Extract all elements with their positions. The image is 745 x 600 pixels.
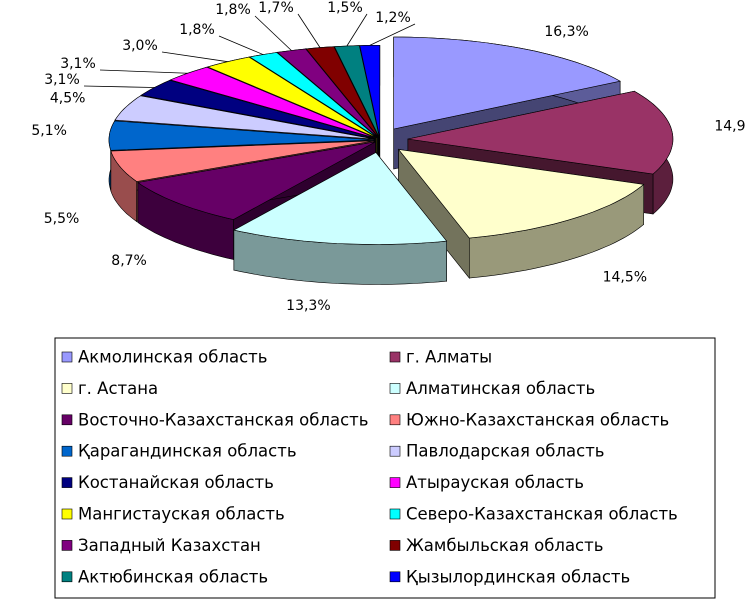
data-label: 1,8%	[215, 2, 251, 18]
data-label: 3,1%	[44, 72, 80, 88]
legend-label: Мангистауская область	[78, 505, 285, 524]
legend-swatch	[61, 477, 73, 488]
legend-box	[54, 337, 716, 599]
legend-label: Алматинская область	[406, 379, 595, 398]
slice	[108, 120, 375, 151]
data-label: 4,5%	[50, 91, 86, 107]
legend-label: Костанайская область	[78, 473, 274, 492]
data-label: 1,8%	[179, 22, 215, 38]
slice	[248, 52, 378, 138]
slice	[114, 95, 375, 140]
legend-swatch	[61, 508, 73, 520]
data-label: 1,2%	[375, 10, 411, 26]
slice	[393, 36, 621, 130]
leader-line	[346, 13, 368, 47]
slice	[233, 152, 448, 245]
leader-line	[254, 15, 292, 51]
legend-swatch	[61, 571, 73, 583]
legend-swatch	[389, 508, 401, 520]
legend-label: Южно-Казахстанская область	[406, 410, 669, 429]
legend-label: Атырауская область	[406, 473, 584, 492]
legend-swatch	[61, 383, 73, 394]
legend-swatch	[389, 540, 401, 551]
legend-label: Қарагандинская область	[78, 442, 297, 461]
legend-label: Қызылординская область	[406, 567, 630, 586]
slice	[137, 141, 376, 220]
legend-label: Северо-Казахстанская область	[406, 505, 678, 524]
slice	[397, 148, 645, 239]
data-label: 5,5%	[44, 211, 80, 227]
data-label: 3,1%	[60, 56, 96, 72]
leader-line	[161, 51, 228, 63]
leader-line	[297, 13, 321, 48]
leader-line	[369, 23, 416, 46]
legend-label: г. Алматы	[406, 348, 492, 367]
data-label: 8,7%	[111, 253, 147, 269]
legend-swatch	[61, 445, 73, 457]
legend-swatch	[61, 351, 73, 363]
legend-swatch	[61, 540, 73, 551]
slice	[110, 140, 375, 182]
legend-swatch	[389, 445, 401, 457]
slice	[407, 90, 674, 175]
slice	[206, 56, 377, 139]
legend-swatch	[389, 351, 401, 363]
data-label: 13,3%	[286, 298, 330, 314]
data-label: 1,7%	[258, 0, 294, 16]
legend-label: Жамбыльская область	[406, 536, 603, 555]
legend-label: г. Астана	[78, 379, 158, 398]
data-label: 1,5%	[327, 0, 363, 16]
slice	[169, 66, 376, 139]
legend-swatch	[389, 477, 401, 488]
data-label: 14,9%	[714, 119, 745, 135]
pie	[108, 36, 674, 285]
leader-line	[218, 35, 264, 55]
legend-swatch	[61, 414, 73, 426]
slice	[359, 45, 381, 138]
data-label: 3,0%	[122, 38, 158, 54]
legend: Акмолинская область г. Алматы г. Астана Алм…	[61, 348, 678, 586]
legend-swatch	[389, 571, 401, 583]
legend-swatch	[389, 414, 401, 426]
data-label: 5,1%	[31, 123, 67, 139]
legend-swatch	[389, 383, 401, 394]
leader-line	[99, 69, 188, 74]
leader-line	[83, 85, 155, 88]
legend-label: Павлодарская область	[406, 442, 605, 461]
legend-label: Восточно-Казахстанская область	[78, 410, 369, 429]
legend-label: Акмолинская область	[78, 348, 268, 367]
legend-label: Актюбинская область	[78, 567, 268, 586]
legend-label: Западный Казахстан	[78, 536, 261, 555]
labels: 16,3% 14,9% 14,5% 13,3% 8,7% 5,5% 5,1% 4,5% 3,1%…	[31, 0, 745, 314]
data-label: 14,5%	[603, 269, 647, 285]
data-label: 16,3%	[544, 24, 588, 40]
